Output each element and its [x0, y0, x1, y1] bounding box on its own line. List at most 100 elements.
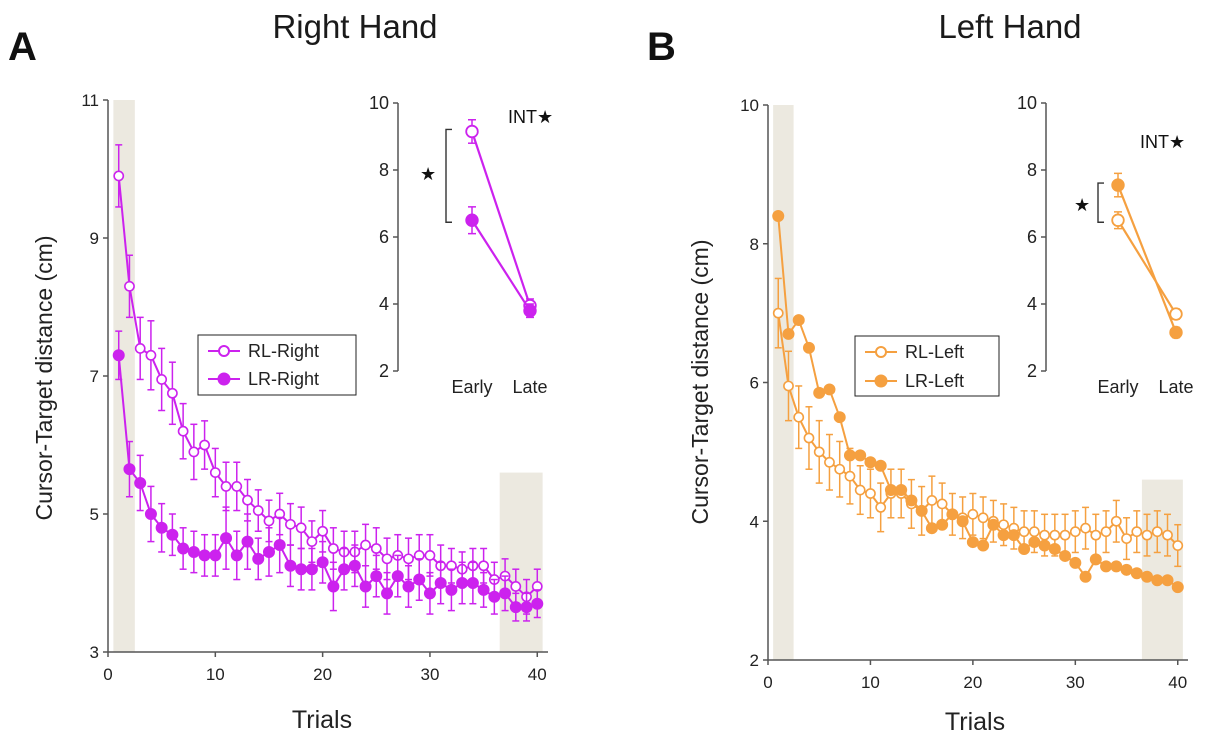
data-point-lr-right [381, 587, 394, 600]
data-point-rl-left [1028, 526, 1040, 538]
data-point-rl-left [1049, 529, 1061, 541]
panel-b-inset-significance-star: ★ [1074, 195, 1090, 215]
shaded-trial-region [773, 105, 794, 660]
data-point-lr-right [531, 597, 544, 610]
data-point-lr-left [1120, 563, 1133, 576]
x-tick-label: 20 [963, 673, 982, 692]
data-point-lr-right [413, 573, 426, 586]
y-tick-label: 10 [740, 96, 759, 115]
data-point-lr-left [792, 314, 805, 327]
inset-y-tick-label: 2 [1027, 361, 1037, 381]
x-tick-label: 20 [313, 665, 332, 684]
data-point-lr-right [520, 601, 533, 614]
data-point-lr-right [134, 476, 147, 489]
data-point-rl-right [478, 560, 490, 572]
inset-y-tick-label: 8 [1027, 160, 1037, 180]
data-point-lr-left [1069, 556, 1082, 569]
inset-y-tick-label: 10 [369, 93, 389, 113]
data-point-rl-left [977, 512, 989, 524]
data-point-lr-left [833, 411, 846, 424]
data-point-lr-right [177, 542, 190, 555]
legend-marker-open [218, 345, 230, 357]
data-point-lr-left [1161, 574, 1174, 587]
data-point-rl-left [1110, 515, 1122, 527]
data-point-rl-left [1090, 529, 1102, 541]
legend-marker-filled [217, 372, 231, 386]
data-point-rl-right [199, 439, 210, 451]
data-point-lr-right [391, 570, 404, 583]
data-point-rl-right [188, 446, 200, 458]
data-point-lr-right [198, 549, 211, 562]
panel-b-y-axis-label: Cursor-Target distance (cm) [687, 239, 713, 524]
data-point-rl-left [844, 470, 856, 482]
data-point-lr-right [488, 590, 501, 603]
inset-y-tick-label: 6 [1027, 227, 1037, 247]
inset-y-tick-label: 4 [1027, 294, 1037, 314]
data-point-lr-left [782, 327, 795, 340]
inset-y-tick-label: 8 [379, 160, 389, 180]
data-point-lr-left [905, 494, 918, 507]
inset-y-tick-label: 4 [379, 294, 389, 314]
data-point-rl-right [231, 480, 243, 492]
data-point-rl-left [1080, 522, 1091, 534]
data-point-rl-left [1018, 526, 1030, 538]
data-point-lr-right [477, 583, 490, 596]
data-point-rl-left [824, 456, 835, 468]
data-point-rl-left [834, 463, 846, 475]
panel-b-inset-plot: 2 4 6 8 10 Early Late [1017, 93, 1194, 397]
data-point-lr-right [262, 545, 275, 558]
data-point-rl-right [327, 543, 339, 554]
y-tick-label: 6 [750, 374, 759, 393]
data-point-lr-right [348, 559, 361, 572]
data-point-rl-right [424, 550, 436, 561]
data-point-lr-left [997, 529, 1010, 542]
data-point-rl-left [1172, 540, 1184, 551]
inset-category-label: Late [1158, 377, 1193, 397]
data-point-rl-left [1121, 533, 1132, 544]
data-point-rl-right [209, 467, 221, 478]
data-point-rl-left [967, 508, 979, 520]
data-point-rl-right [166, 387, 178, 399]
data-point-rl-left [854, 484, 866, 496]
x-tick-label: 30 [1066, 673, 1085, 692]
data-point-lr-right [144, 507, 157, 520]
panel-a-letter: A [8, 25, 37, 69]
y-tick-label: 2 [750, 651, 759, 670]
data-point-lr-left [884, 484, 897, 497]
inset-data-point [1169, 325, 1183, 340]
x-tick-label: 40 [528, 665, 547, 684]
panel-b-letter: B [647, 25, 676, 69]
data-point-lr-left [864, 456, 877, 469]
data-point-lr-right [445, 583, 458, 596]
data-point-rl-left [1162, 529, 1173, 541]
data-point-lr-left [1048, 542, 1061, 555]
data-point-lr-right [209, 549, 222, 562]
data-point-lr-right [284, 559, 297, 572]
inset-series-line [1117, 219, 1177, 315]
data-point-lr-right [434, 576, 447, 589]
y-tick-label: 8 [750, 235, 759, 254]
data-point-lr-left [966, 536, 979, 549]
data-point-lr-left [1018, 542, 1031, 555]
data-point-rl-left [865, 488, 876, 499]
data-point-lr-right [220, 532, 233, 545]
data-point-lr-left [1079, 570, 1092, 583]
legend-marker-open [875, 346, 887, 358]
data-point-lr-left [1141, 570, 1154, 583]
data-point-rl-right [156, 374, 168, 385]
series-line-rl-left [777, 312, 1179, 547]
legend-label-rl-left: RL-Left [905, 342, 964, 362]
x-tick-label: 40 [1168, 673, 1187, 692]
data-point-lr-left [915, 504, 928, 517]
data-point-rl-right [252, 505, 264, 516]
panel-a-legend: RL-Right LR-Right [197, 334, 357, 396]
inset-y-tick-label: 6 [379, 227, 389, 247]
data-point-lr-right [123, 463, 136, 476]
panel-a-x-axis-label: Trials [292, 706, 352, 734]
data-point-lr-left [936, 518, 949, 531]
legend-label-lr-left: LR-Left [905, 371, 964, 391]
panel-b-x-axis-label: Trials [945, 708, 1005, 736]
data-point-lr-left [874, 459, 887, 472]
inset-data-point [465, 124, 479, 139]
